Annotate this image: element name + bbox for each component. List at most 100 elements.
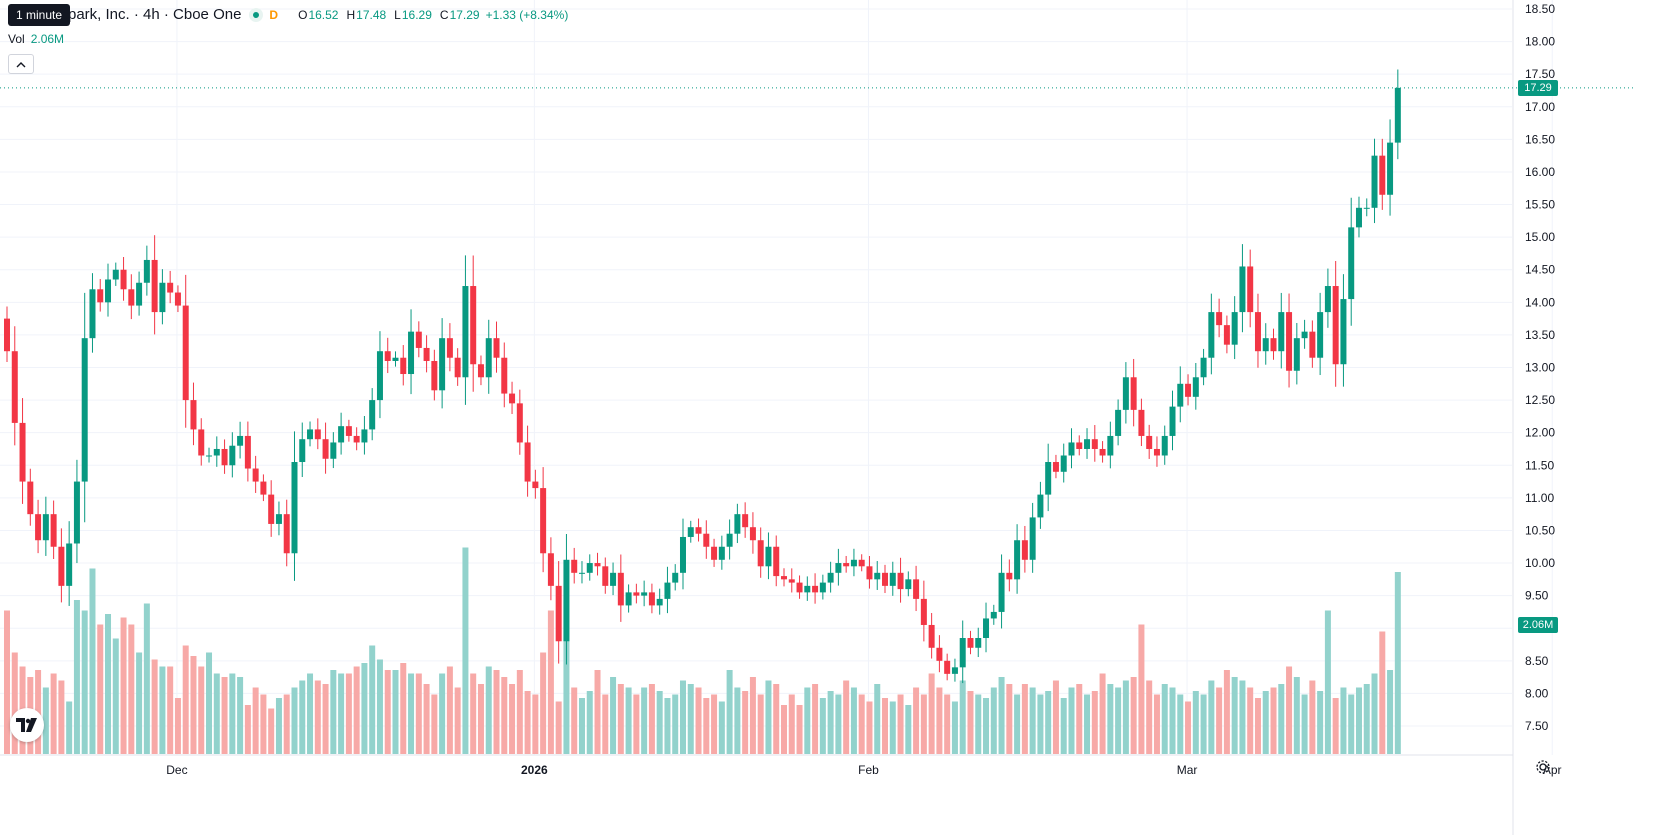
candle-body [1029, 517, 1036, 560]
volume-bar [695, 687, 702, 754]
volume-bar [237, 677, 244, 754]
gear-icon[interactable] [1535, 759, 1551, 775]
candle-body [376, 351, 383, 401]
volume-bar [1076, 684, 1083, 754]
volume-bar [1014, 694, 1021, 754]
volume-bar [835, 694, 842, 754]
volume-bar [1293, 677, 1300, 754]
volume-bar [602, 694, 609, 754]
volume-bar [1387, 670, 1394, 754]
market-status-icon[interactable] [249, 7, 264, 22]
volume-bar [1060, 698, 1067, 754]
volume-bar [1177, 694, 1184, 754]
candle-body [1122, 377, 1129, 410]
price-tick-label: 12.00 [1525, 426, 1555, 440]
candle-body [268, 494, 275, 524]
candle-body [105, 279, 112, 303]
volume-bar [1192, 691, 1199, 754]
volume-bar [951, 701, 958, 754]
price-tick-label: 13.00 [1525, 361, 1555, 375]
candle-body [975, 638, 982, 648]
price-tick-label: 16.00 [1525, 165, 1555, 179]
volume-label[interactable]: Vol [8, 32, 25, 46]
candle-body [936, 647, 943, 661]
candle-body [1021, 540, 1028, 560]
volume-bars [4, 547, 1401, 754]
price-tick-label: 8.00 [1525, 686, 1549, 700]
open-label: O [298, 7, 308, 22]
candle-body [726, 533, 733, 547]
candle-body [1371, 155, 1378, 208]
candle-body [307, 429, 314, 440]
volume-bar [493, 670, 500, 754]
candle-body [66, 543, 73, 586]
candle-body [866, 566, 873, 580]
volume-bar [415, 673, 422, 754]
candle-body [843, 563, 850, 567]
volume-bar [788, 694, 795, 754]
volume-bar [136, 652, 143, 754]
candle-body [229, 445, 236, 466]
candle-body [1060, 455, 1067, 472]
volume-bar [1340, 687, 1347, 754]
chevron-up-icon [16, 61, 26, 67]
candle-body [369, 400, 376, 430]
candle-body [112, 269, 119, 280]
volume-bar [874, 684, 881, 754]
volume-bar [167, 666, 174, 754]
volume-bar [105, 614, 112, 754]
candle-body [1146, 435, 1153, 449]
candle-body [73, 481, 80, 544]
volume-bar [1363, 684, 1370, 754]
candle-body [462, 286, 469, 378]
volume-bar [128, 624, 135, 754]
candle-body [1006, 572, 1013, 580]
volume-bar [1317, 691, 1324, 754]
price-tick-label: 11.50 [1525, 458, 1554, 472]
volume-bar [11, 652, 18, 754]
open-value: 16.52 [308, 7, 339, 22]
volume-bar [959, 680, 966, 754]
symbol-title[interactable]: park, Inc. · 4h · Cboe One [68, 6, 242, 23]
delayed-data-badge[interactable]: D [269, 7, 279, 22]
candle-body [143, 259, 150, 283]
volume-bar [843, 680, 850, 754]
price-axis[interactable]: 18.50 18.00 17.50 17.00 16.50 16.00 15.50 15.00… [1512, 0, 1555, 835]
candle-body [1169, 406, 1176, 436]
volume-bar [1324, 610, 1331, 754]
volume-bar [967, 691, 974, 754]
close-label: C [439, 7, 449, 22]
tradingview-logo-icon[interactable] [10, 708, 44, 742]
candlesticks [4, 69, 1401, 684]
candle-body [454, 357, 461, 378]
candle-body [1076, 442, 1083, 449]
candle-body [353, 435, 360, 443]
candle-body [400, 357, 407, 375]
candle-body [361, 429, 368, 443]
volume-bar [244, 705, 251, 754]
volume-bar [532, 694, 539, 754]
candle-body [237, 435, 244, 446]
volume-bar [610, 677, 617, 754]
candle-body [1301, 331, 1308, 339]
candle-body [1045, 462, 1052, 495]
volume-bar [361, 663, 368, 754]
candle-body [882, 572, 889, 586]
candle-body [50, 514, 57, 547]
candle-body [641, 592, 648, 596]
volume-bar [174, 698, 181, 754]
time-tick-label: Feb [858, 763, 879, 777]
price-tick-label: 15.50 [1525, 198, 1555, 212]
volume-bar [850, 687, 857, 754]
price-tick-label: 13.50 [1525, 328, 1555, 342]
candle-body [291, 462, 298, 554]
candle-body [920, 598, 927, 625]
collapse-legend-button[interactable] [8, 54, 34, 74]
candle-body [182, 305, 189, 401]
price-tick-label: 17.00 [1525, 100, 1555, 114]
candle-body [812, 585, 819, 593]
time-axis[interactable]: Dec2026FebMarAprMayJun [0, 754, 1678, 777]
candle-body [687, 527, 694, 537]
volume-bar [827, 691, 834, 754]
